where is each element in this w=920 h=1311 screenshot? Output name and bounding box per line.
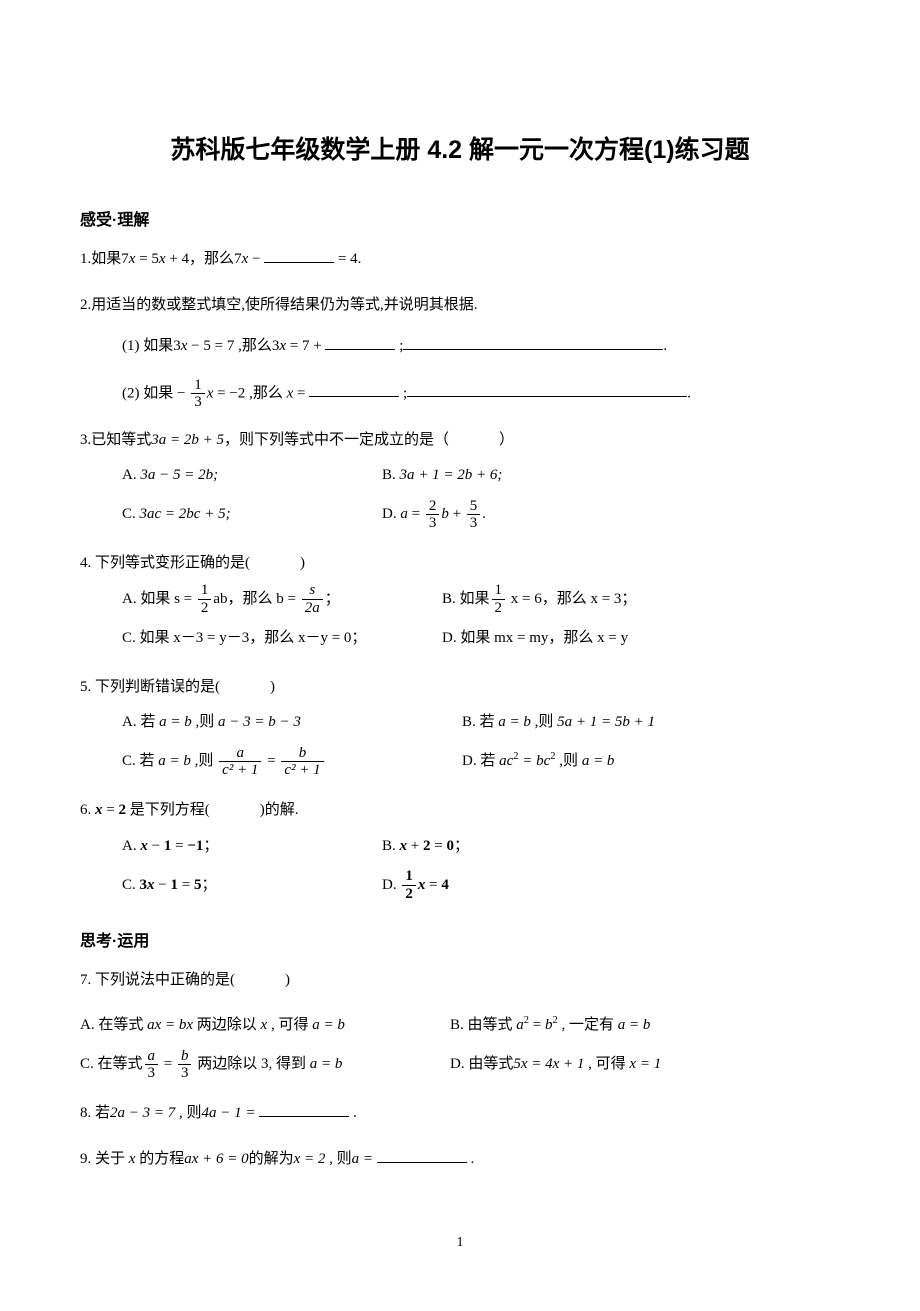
option-c[interactable]: C. 如果 x－3 = y－3，那么 x－y = 0； — [122, 619, 442, 658]
blank[interactable] — [377, 1147, 467, 1163]
option-b[interactable]: B. 3a + 1 = 2b + 6; — [382, 456, 642, 495]
section-heading-2: 思考·运用 — [80, 927, 840, 951]
option-b[interactable]: B. x + 2 = 0； — [382, 827, 642, 866]
question-7: 7. 下列说法中正确的是() A. 在等式 ax = bx 两边除以 x , 可… — [80, 965, 840, 1085]
blank[interactable] — [407, 381, 687, 397]
blank[interactable] — [403, 334, 663, 350]
blank[interactable] — [309, 381, 399, 397]
page-number: 1 — [80, 1235, 840, 1251]
option-c[interactable]: C. 3x − 1 = 5； — [122, 866, 382, 905]
blank[interactable] — [264, 247, 334, 263]
question-9: 9. 关于 x 的方程ax + 6 = 0的解为x = 2 , 则a = . — [80, 1144, 840, 1176]
option-c[interactable]: C. 在等式a3 = b3 两边除以 3, 得到 a = b — [80, 1045, 450, 1084]
option-a[interactable]: A. 如果 s = 12ab，那么 b = s2a； — [122, 580, 442, 619]
question-1: 1.如果7x = 5x + 4，那么7x − = 4. — [80, 244, 840, 276]
question-8: 8. 若2a − 3 = 7 , 则4a − 1 = . — [80, 1098, 840, 1130]
option-d[interactable]: D. 若 ac2 = bc2 ,则 a = b — [462, 742, 722, 781]
option-a[interactable]: A. 若 a = b ,则 a − 3 = b − 3 — [122, 703, 462, 742]
page-title: 苏科版七年级数学上册 4.2 解一元一次方程(1)练习题 — [80, 130, 840, 166]
blank[interactable] — [259, 1101, 349, 1117]
option-b[interactable]: B. 如果12 x = 6，那么 x = 3； — [442, 580, 702, 619]
option-d[interactable]: D. a = 23b + 53. — [382, 495, 642, 534]
section-heading-1: 感受·理解 — [80, 206, 840, 230]
question-5: 5. 下列判断错误的是() A. 若 a = b ,则 a − 3 = b − … — [80, 672, 840, 782]
option-a[interactable]: A. x − 1 = −1； — [122, 827, 382, 866]
blank[interactable] — [325, 334, 395, 350]
question-4: 4. 下列等式变形正确的是() A. 如果 s = 12ab，那么 b = s2… — [80, 548, 840, 658]
question-6: 6. x = 2 是下列方程()的解. A. x − 1 = −1； B. x … — [80, 795, 840, 905]
option-b[interactable]: B. 由等式 a2 = b2 , 一定有 a = b — [450, 1006, 710, 1045]
question-2: 2.用适当的数或整式填空,使所得结果仍为等式,并说明其根据. (1) 如果3x … — [80, 290, 840, 411]
option-a[interactable]: A. 3a − 5 = 2b; — [122, 456, 382, 495]
option-c[interactable]: C. 若 a = b ,则 ac² + 1 = bc² + 1 — [122, 742, 462, 781]
option-d[interactable]: D. 如果 mx = my，那么 x = y — [442, 619, 702, 658]
q1-text: 1.如果7x = 5x + 4，那么7x − = 4. — [80, 251, 361, 267]
option-c[interactable]: C. 3ac = 2bc + 5; — [122, 495, 382, 534]
option-d[interactable]: D. 12x = 4 — [382, 866, 642, 905]
option-d[interactable]: D. 由等式5x = 4x + 1 , 可得 x = 1 — [450, 1045, 710, 1084]
q2-sub2: (2) 如果 − 13x = −2 ,那么 x = ;. — [122, 377, 840, 411]
option-b[interactable]: B. 若 a = b ,则 5a + 1 = 5b + 1 — [462, 703, 722, 742]
question-3: 3.已知等式3a = 2b + 5，则下列等式中不一定成立的是（） A. 3a … — [80, 425, 840, 535]
option-a[interactable]: A. 在等式 ax = bx 两边除以 x , 可得 a = b — [80, 1006, 450, 1045]
q2-sub1: (1) 如果3x − 5 = 7 ,那么3x = 7 + ;. — [122, 331, 840, 363]
